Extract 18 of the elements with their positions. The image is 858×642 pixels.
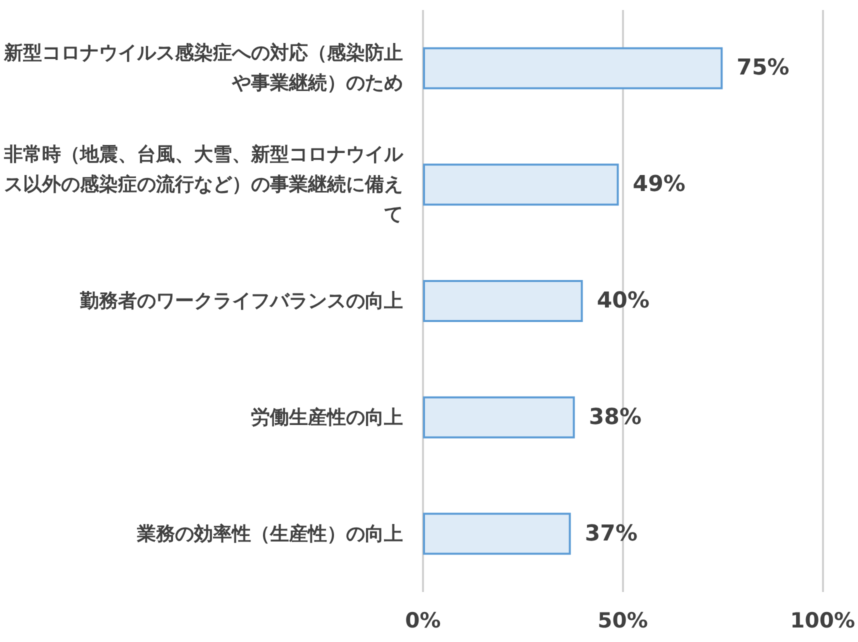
- bar: [423, 396, 575, 438]
- bar: [423, 280, 583, 322]
- bar: [423, 512, 571, 555]
- x-tick-label: 100%: [790, 608, 856, 632]
- data-label: 38%: [588, 404, 642, 430]
- y-tick-label: 勤務者のワークライフバランスの向上: [79, 290, 403, 312]
- y-tick-label: 新型コロナウイルス感染症への対応（感染防止や事業継続）のため: [3, 42, 403, 94]
- data-label: 37%: [584, 521, 638, 546]
- data-label: 75%: [736, 56, 790, 81]
- x-tick-label: 50%: [598, 608, 648, 632]
- data-label: 40%: [596, 288, 650, 314]
- y-tick-label: 業務の効率性（生産性）の向上: [136, 522, 403, 545]
- x-tick-label: 0%: [405, 608, 441, 632]
- y-tick-label: 非常時（地震、台風、大雪、新型コロナウイルス以外の感染症の流行など）の事業継続に備えて: [3, 144, 404, 226]
- y-tick-label: 労働生産性の向上: [251, 406, 403, 428]
- bar: [423, 47, 723, 90]
- data-label: 49%: [632, 172, 686, 198]
- bar: [423, 164, 619, 206]
